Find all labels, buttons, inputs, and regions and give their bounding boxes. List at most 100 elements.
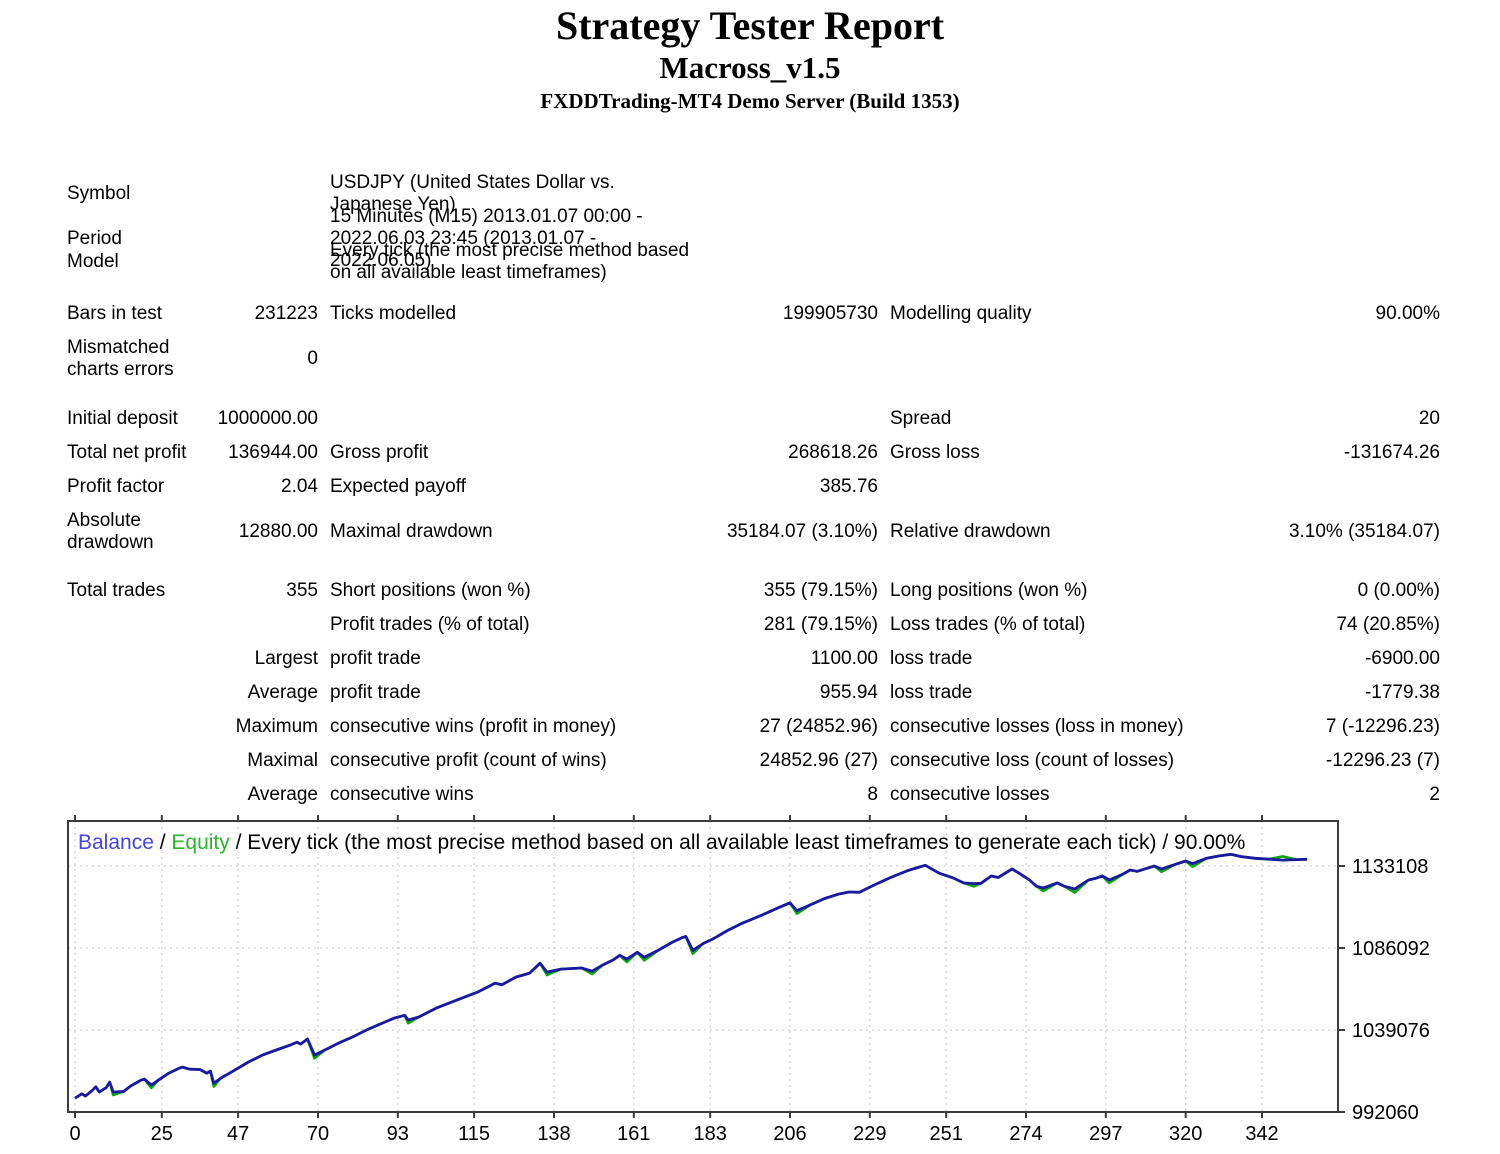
table-row: Bars in test 231223 Ticks modelled 19990573…: [67, 297, 1440, 331]
row-label: Initial deposit: [67, 408, 178, 429]
svg-text:1086092: 1086092: [1352, 938, 1430, 960]
page-title: Strategy Tester Report: [555, 3, 945, 48]
server-info: FXDDTrading-MT4 Demo Server (Build 1353): [540, 89, 960, 113]
table-row: Average consecutive wins 8 consecutive loss…: [67, 778, 1440, 812]
row-value: 2.04: [281, 476, 318, 497]
svg-text:1039076: 1039076: [1352, 1020, 1430, 1042]
row-value: 8: [867, 784, 878, 805]
svg-text:25: 25: [151, 1123, 173, 1145]
row-label: Short positions (won %): [330, 580, 531, 601]
report-table: Symbol USDJPY (United States Dollar vs. J…: [67, 172, 1440, 812]
row-value: 20: [1418, 408, 1440, 429]
row-label: Model: [67, 251, 119, 272]
row-value: 74 (20.85%): [1336, 614, 1440, 635]
row-label: Gross profit: [330, 442, 429, 463]
row-label: consecutive losses: [890, 784, 1050, 805]
row-spacer: [67, 387, 1440, 402]
row-label: Loss trades (% of total): [890, 614, 1086, 635]
row-value: 1100.00: [810, 648, 878, 669]
table-row: Initial deposit 1000000.00 Spread 20: [67, 402, 1440, 436]
row-label: consecutive wins (profit in money): [330, 716, 617, 737]
svg-text:183: 183: [694, 1123, 727, 1145]
ea-name: Macross_v1.5: [659, 50, 841, 85]
svg-text:342: 342: [1245, 1123, 1278, 1145]
svg-text:138: 138: [537, 1123, 570, 1145]
row-label: Maximal drawdown: [330, 521, 493, 542]
row-label: Profit trades (% of total): [330, 614, 530, 635]
row-value: 385.76: [819, 476, 878, 497]
row-label: Relative drawdown: [890, 521, 1051, 542]
row-label: loss trade: [890, 682, 973, 703]
svg-text:47: 47: [227, 1123, 249, 1145]
report-header: Strategy Tester Report Macross_v1.5 FXDD…: [0, 0, 1500, 114]
row-label: Symbol: [67, 183, 131, 204]
table-row: Total trades 355 Short positions (won %) 35…: [67, 574, 1440, 608]
table-row: Profit trades (% of total) 281 (79.15%) Lo…: [67, 608, 1440, 642]
table-row: Absolute drawdown 12880.00 Maximal drawdow…: [67, 504, 1440, 560]
row-value: 35184.07 (3.10%): [726, 521, 878, 542]
row-value: -1779.38: [1364, 682, 1440, 703]
row-label: Absolute drawdown: [67, 510, 154, 553]
row-spacer: [67, 560, 1440, 574]
row-value: 7 (-12296.23): [1325, 716, 1440, 737]
table-row: Mismatched charts errors 0: [67, 331, 1440, 387]
row-value: 12880.00: [238, 521, 318, 542]
row-spacer: [67, 274, 1440, 297]
row-value: 0: [307, 348, 318, 369]
svg-text:93: 93: [387, 1123, 409, 1145]
svg-text:320: 320: [1169, 1123, 1202, 1145]
row-value: Maximal: [247, 750, 318, 771]
row-value: 2: [1429, 784, 1440, 805]
table-row: Period 15 Minutes (M15) 2013.01.07 00:00 …: [67, 206, 1440, 271]
row-label: Period: [67, 228, 122, 249]
svg-text:1133108: 1133108: [1352, 856, 1428, 878]
svg-text:297: 297: [1089, 1123, 1122, 1145]
row-label: Total trades: [67, 580, 166, 601]
row-label: Modelling quality: [890, 303, 1032, 324]
row-value: 199905730: [782, 303, 878, 324]
row-label: Profit factor: [67, 476, 165, 497]
row-label: loss trade: [890, 648, 973, 669]
row-value: 955.94: [819, 682, 878, 703]
row-label: consecutive loss (count of losses): [890, 750, 1175, 771]
row-label: USDJPY (United States Dollar vs. Japanes…: [330, 172, 615, 215]
svg-text:274: 274: [1009, 1123, 1042, 1145]
table-row: Average profit trade 955.94 loss trade -1779…: [67, 676, 1440, 710]
row-value: -12296.23 (7): [1325, 750, 1440, 771]
table-row: Total net profit 136944.00 Gross profit 268…: [67, 436, 1440, 470]
balance-equity-chart: 0 25 47 70 93 115 138 161 183 206 229 251 274 297 320 3…: [0, 810, 1500, 1154]
row-label: Mismatched charts errors: [67, 337, 174, 380]
svg-text:161: 161: [617, 1123, 650, 1145]
row-label: Every tick (the most precise method base…: [330, 240, 690, 283]
row-value: Largest: [254, 648, 318, 669]
row-label: Long positions (won %): [890, 580, 1088, 601]
row-value: 355: [286, 580, 318, 601]
svg-text:992060: 992060: [1352, 1102, 1419, 1124]
row-value: 231223: [254, 303, 318, 324]
row-label: Ticks modelled: [330, 303, 457, 324]
row-value: 355 (79.15%): [763, 580, 878, 601]
row-value: Average: [247, 682, 318, 703]
table-row: Largest profit trade 1100.00 loss trade -690…: [67, 642, 1440, 676]
row-value: -131674.26: [1343, 442, 1440, 463]
row-value: 3.10% (35184.07): [1288, 521, 1440, 542]
row-value: Average: [247, 784, 318, 805]
chart-legend: Balance / Equity / Every tick (the most …: [78, 831, 1245, 854]
row-value: 0 (0.00%): [1357, 580, 1440, 601]
svg-text:0: 0: [69, 1123, 80, 1145]
svg-text:70: 70: [307, 1123, 329, 1145]
svg-text:206: 206: [773, 1123, 806, 1145]
row-value: 27 (24852.96): [759, 716, 878, 737]
row-value: 24852.96 (27): [759, 750, 878, 771]
row-label: 15 Minutes (M15) 2013.01.07 00:00 - 2022…: [330, 206, 643, 271]
table-row: Profit factor 2.04 Expected payoff 385.76: [67, 470, 1440, 504]
row-label: Spread: [890, 408, 952, 429]
svg-text:251: 251: [930, 1123, 963, 1145]
row-label: consecutive wins: [330, 784, 474, 805]
row-label: Bars in test: [67, 303, 163, 324]
row-value: 1000000.00: [217, 408, 318, 429]
row-value: 268618.26: [788, 442, 878, 463]
row-value: 281 (79.15%): [763, 614, 878, 635]
row-value: Maximum: [235, 716, 318, 737]
row-label: profit trade: [330, 648, 421, 669]
